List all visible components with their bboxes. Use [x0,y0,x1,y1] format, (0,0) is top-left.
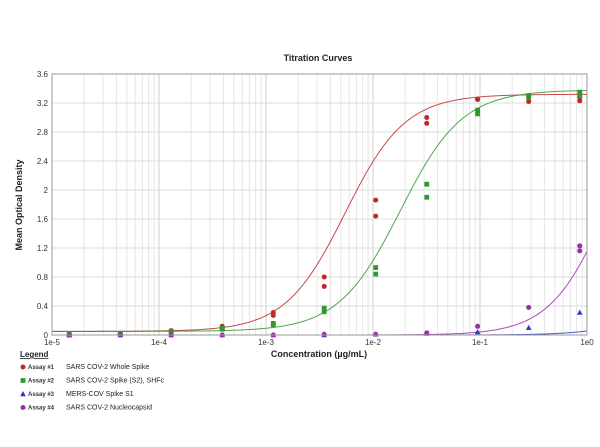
data-point [321,309,327,315]
data-point [577,248,583,254]
data-point [270,321,276,326]
plot-frame [51,73,588,336]
data-point [526,304,532,310]
data-point [373,271,379,277]
legend: Assay #1 SARS COV-2 Whole Spike Assay #2 SA… [20,364,165,412]
x-tick-label: 1e-3 [258,338,275,347]
data-point [321,331,327,337]
data-point [373,331,379,337]
data-point [424,181,430,187]
y-tick-label: 2.4 [37,157,49,166]
data-point [321,305,327,311]
y-tick-label: 3.2 [37,99,49,108]
legend-assay-id: Assay #3 [28,392,55,398]
legend-assay-id: Assay #1 [28,365,55,371]
data-point [321,274,327,280]
axis-ticks: 1e-5 1e-4 1e-3 1e-2 1e-1 1e0 0 0.4 0.8 1.2 1.6 2 2.4… [37,70,594,347]
legend-title: Legend [20,350,49,359]
data-point [321,283,327,289]
x-tick-label: 1e0 [580,338,594,347]
data-point [475,107,481,113]
legend-marker [20,378,26,383]
chart-title: Titration Curves [284,53,353,63]
data-point [526,93,532,99]
data-point [526,99,532,105]
x-tick-label: 1e-1 [472,338,489,347]
data-point [576,309,583,315]
legend-series-name: SARS COV-2 Nucleocapsid [66,405,152,412]
data-point [373,197,379,203]
y-tick-label: 1.6 [37,215,49,224]
fit-curve [52,93,588,332]
y-tick-label: 0 [44,331,49,340]
data-point [475,111,481,117]
x-tick-label: 1e-4 [151,338,168,347]
data-point [475,96,481,102]
data-point [525,324,532,330]
y-tick-label: 1.2 [37,244,49,253]
data-point [424,120,430,126]
x-axis-label: Concentration (µg/mL) [271,349,367,359]
y-tick-label: 2.8 [37,128,49,137]
y-tick-label: 0.4 [37,302,49,311]
data-point [270,310,276,316]
data-point [373,265,379,270]
fit-curves [52,90,588,336]
data-points [66,89,583,338]
data-point [577,243,583,249]
fit-curve [52,251,588,336]
y-tick-label: 0.8 [37,273,49,282]
data-point [424,115,430,120]
data-point [577,98,583,104]
legend-assay-id: Assay #4 [28,406,55,412]
data-point [577,93,583,99]
grid-lines [51,73,587,336]
data-point [424,330,430,336]
legend-marker [20,364,26,370]
y-tick-label: 3.6 [37,70,49,79]
legend-marker [20,391,26,397]
x-tick-label: 1e-5 [44,338,61,347]
legend-series-name: SARS COV-2 Spike (S2), SHFc [66,378,165,385]
legend-series-name: MERS-COV Spike S1 [66,391,134,398]
data-point [219,326,225,331]
data-point [474,329,481,335]
x-tick-label: 1e-2 [365,338,382,347]
data-point [424,194,430,200]
data-point [475,323,481,329]
legend-series-name: SARS COV-2 Whole Spike [66,364,149,371]
legend-assay-id: Assay #2 [28,379,55,385]
legend-marker [20,405,26,410]
data-point [577,89,583,95]
data-point [168,328,174,334]
y-axis-label: Mean Optical Density [14,159,24,250]
data-point [373,213,379,219]
y-tick-label: 2 [44,186,49,195]
fit-curve [52,90,588,332]
